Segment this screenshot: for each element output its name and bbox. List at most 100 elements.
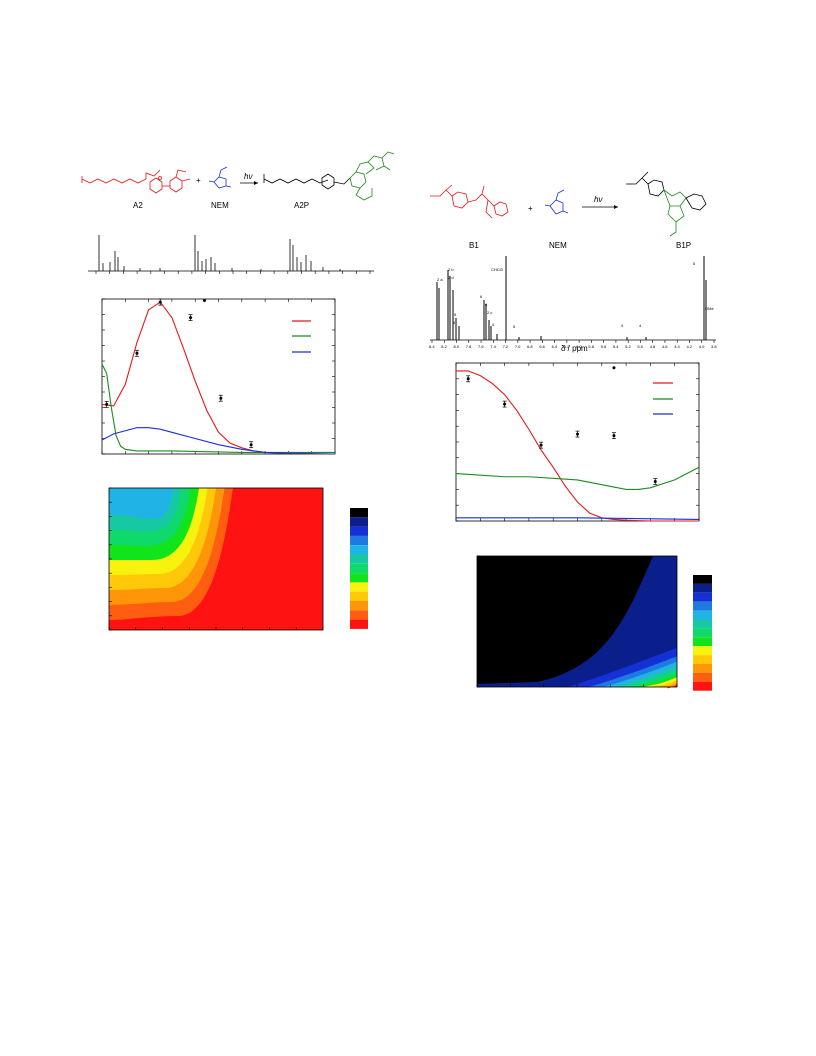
nmr-tick-label: 6.4: [552, 344, 558, 349]
data-point: [612, 434, 616, 438]
right-reaction-scheme: B1 + NEM hν B1P: [430, 171, 707, 250]
color-scale-cell: [693, 664, 712, 673]
data-point: [249, 443, 253, 447]
data-point: [219, 396, 223, 400]
nmr-peak-label: 2 c: [487, 310, 492, 315]
axis-ticks-left: [101, 298, 336, 455]
reagent-nem-label: NEM: [211, 201, 229, 210]
nmr-peaks-right: 2 a 2 b 2 d 5 5 66 2 c CHCl3 4 5 4 4 5 OMe: [436, 256, 714, 340]
data-point: [158, 300, 162, 304]
product-b1p-structure: [626, 171, 707, 237]
color-scale-cell: [693, 637, 712, 647]
arrow-hv-label: hν: [244, 172, 252, 181]
data-markers-right: [466, 366, 658, 485]
contour-band: [477, 556, 677, 687]
color-scale-cell: [693, 628, 712, 638]
contour-bands-right: [477, 556, 677, 689]
nmr-peaks-left: [98, 235, 341, 271]
color-scale-left: [350, 508, 368, 629]
legend-left: [292, 320, 311, 353]
nmr-ticks-left: [95, 271, 371, 274]
left-nmr-spectrum: [88, 235, 374, 274]
left-reaction-scheme: A2 + NEM hν A2P: [81, 151, 395, 210]
nmr-peak-label: OMe: [705, 306, 714, 311]
data-point: [539, 443, 543, 447]
reactant-a2-label: A2: [133, 201, 143, 210]
color-scale-cell: [350, 517, 368, 527]
reactant-b1-structure: [430, 184, 509, 219]
arrow-head-icon: [254, 181, 258, 185]
nem-structure: [208, 166, 232, 189]
nmr-tick-label: 7.2: [503, 344, 509, 349]
nmr-tick-label: 6.8: [527, 344, 533, 349]
nmr-peak-label: CHCl3: [491, 267, 504, 272]
color-scale-cell: [693, 619, 712, 629]
nmr-tick-label: 5.6: [601, 344, 607, 349]
nmr-tick-label: 4.8: [650, 344, 656, 349]
color-scale-cell: [350, 554, 368, 564]
color-scale-cell: [350, 601, 368, 611]
data-point: [576, 432, 579, 436]
nmr-peak-label: 6: [480, 294, 483, 299]
color-scale-cell: [693, 592, 712, 602]
color-scale-cell: [693, 575, 712, 584]
nmr-tick-label: 6.2: [564, 344, 570, 349]
product-a2p-label: A2P: [294, 201, 309, 210]
nmr-tick-label: 4.4: [674, 344, 680, 349]
axis-ticks-right: [455, 362, 700, 522]
nmr-tick-label: 7.8: [466, 344, 472, 349]
color-scale-cell: [350, 545, 368, 555]
data-markers-left: [104, 298, 254, 449]
nmr-peak-label: 5: [454, 312, 457, 317]
color-scale-cell: [350, 591, 368, 601]
plot-frame-left: [101, 298, 336, 455]
color-scale-cell: [693, 583, 712, 593]
left-kinetics-plot: [101, 298, 336, 455]
series-line-blue: [456, 517, 700, 520]
color-scale-cell: [350, 535, 368, 546]
nmr-tick-label: 7.0: [515, 344, 521, 349]
nmr-peak-label: 4: [621, 323, 624, 328]
series-line-red: [101, 301, 335, 455]
color-scale-cell: [350, 573, 368, 583]
color-scale-cell: [350, 610, 368, 620]
left-contour-plot: [108, 487, 368, 631]
color-scale-cell: [693, 610, 712, 620]
color-scale-right: [693, 575, 712, 691]
nmr-tick-label: 5.2: [625, 344, 631, 349]
series-line-blue: [101, 427, 336, 455]
contour-ticks-left: [108, 487, 324, 631]
contour-bands-left: [109, 488, 233, 620]
plus-sign: +: [196, 176, 201, 185]
color-scale-cell: [693, 655, 712, 664]
star-marker: [203, 299, 207, 303]
data-point: [135, 351, 139, 355]
nmr-tick-label: 4.2: [686, 344, 692, 349]
nmr-xaxis-label: δ / ppm: [561, 344, 588, 353]
arrow-hv-label-right: hν: [594, 195, 602, 204]
series-line-green: [101, 363, 335, 454]
data-point: [105, 402, 109, 406]
data-point: [466, 377, 470, 381]
star-marker: [612, 366, 616, 370]
data-point: [653, 480, 657, 483]
series-line-red: [456, 370, 699, 522]
nmr-tick-label: 8.4: [429, 344, 435, 349]
series-lines-right: [455, 370, 700, 522]
contour-band: [649, 680, 677, 687]
product-a2p-structure: [263, 151, 395, 201]
color-scale-cell: [350, 619, 368, 629]
nmr-tick-label: 4.6: [662, 344, 668, 349]
series-line-green: [455, 466, 700, 490]
nmr-peak-label: 2 a: [437, 277, 443, 282]
plus-sign-right: +: [528, 204, 533, 213]
contour-band: [109, 488, 174, 520]
right-nmr-spectrum: 2 a 2 b 2 d 5 5 66 2 c CHCl3 4 5 4 4 5 OMe 8.4 8.2 8.0 7…: [429, 256, 717, 353]
legend-right: [653, 382, 673, 415]
nmr-peak-label: 5: [513, 324, 516, 329]
nmr-tick-label: 8.2: [441, 344, 447, 349]
data-point: [503, 402, 507, 406]
color-scale-cell: [693, 672, 712, 682]
nmr-ticks-right: 8.4 8.2 8.0 7.8 7.6 7.4 7.2 7.0 6.8 6.6 6.4 6.2 6.0 5…: [429, 340, 717, 349]
